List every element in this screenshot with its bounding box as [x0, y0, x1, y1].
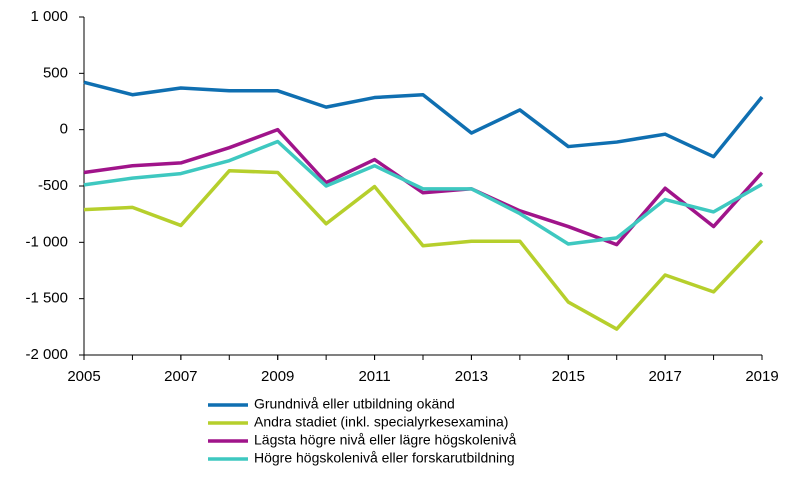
x-tick-label: 2009 — [261, 368, 294, 385]
y-tick-label: 500 — [43, 64, 68, 81]
series-line — [83, 169, 764, 331]
y-tick-label: -2 000 — [25, 346, 68, 363]
y-tick-label: 0 — [60, 121, 68, 138]
series-line — [83, 127, 764, 247]
legend-label: Högre högskolenivå eller forskarutbildni… — [254, 450, 515, 466]
legend-label: Lägsta högre nivå eller lägre högskoleni… — [254, 432, 516, 448]
x-tick-label: 2019 — [745, 368, 778, 385]
series-line — [83, 80, 764, 159]
x-tick-label: 2005 — [67, 368, 100, 385]
x-tick-label: 2017 — [648, 368, 681, 385]
y-tick-label: 1 000 — [30, 8, 68, 25]
x-tick-label: 2015 — [552, 368, 585, 385]
legend-label: Andra stadiet (inkl. specialyrkesexamina… — [254, 414, 508, 430]
y-tick-label: -500 — [38, 177, 68, 194]
y-tick-label: -1 500 — [25, 290, 68, 307]
x-tick-label: 2013 — [455, 368, 488, 385]
legend-label: Grundnivå eller utbildning okänd — [254, 396, 455, 412]
x-tick-label: 2007 — [164, 368, 197, 385]
x-tick-label: 2011 — [358, 368, 390, 385]
series-line — [83, 139, 763, 246]
y-tick-label: -1 000 — [25, 233, 68, 250]
